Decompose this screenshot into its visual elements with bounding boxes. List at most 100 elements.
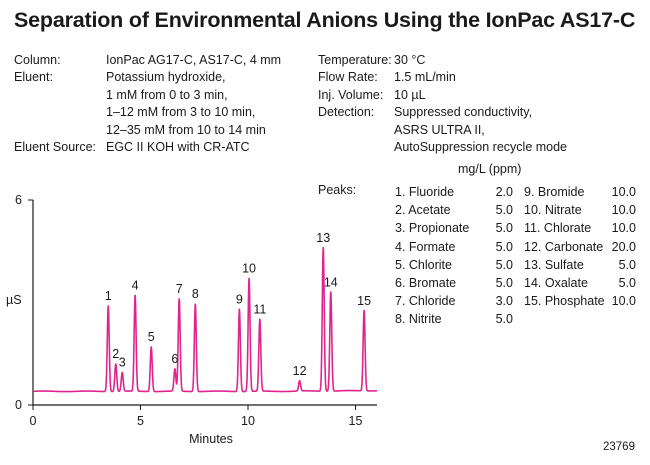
peak-list-right: 9. Bromide 10.0 10. Nitrate 10.0 11. Chlorat… [524, 183, 636, 310]
peak-concentration: 10.0 [611, 185, 636, 199]
peak-name: 7. Chloride [395, 294, 456, 309]
peak-list-item: 1. Fluoride 2.0 [395, 183, 513, 201]
peak-apex [238, 308, 241, 311]
peak-concentration: 5.0 [618, 276, 636, 291]
condition-label: Eluent Source: [14, 140, 96, 155]
peak-concentration: 5.0 [618, 257, 636, 272]
peak-label: 5 [148, 330, 155, 344]
peak-name: 8. Nitrite [395, 312, 442, 327]
condition-row: Eluent Source: EGC II KOH with CR-ATC [14, 139, 281, 156]
peak-apex [114, 363, 117, 365]
condition-row: AutoSuppression recycle mode [318, 139, 567, 156]
conditions-left: Column: IonPac AG17-C, AS17-C, 4 mm Eluent… [14, 52, 281, 156]
peak-concentration: 5.0 [495, 276, 513, 291]
peak-name: 1. Fluoride [395, 185, 455, 199]
condition-row: 1–12 mM from 3 to 10 min, [14, 104, 281, 121]
condition-value: IonPac AG17-C, AS17-C, 4 mm [106, 53, 282, 67]
x-tick-label: 15 [349, 414, 363, 428]
peak-label: 12 [293, 364, 307, 378]
peak-concentration: 5.0 [495, 312, 513, 327]
peak-list-item: 7. Chloride 3.0 [395, 292, 513, 310]
peak-apex [248, 277, 250, 280]
peak-list-item: 15. Phosphate 10.0 [524, 292, 636, 310]
peak-list-item: 12. Carbonate 20.0 [524, 238, 636, 256]
condition-row: Column: IonPac AG17-C, AS17-C, 4 mm [14, 52, 281, 69]
peak-concentration: 10.0 [611, 221, 636, 236]
peak-apex [259, 318, 261, 321]
peak-list-item: 2. Acetate 5.0 [395, 201, 513, 219]
peak-list-item: 4. Formate 5.0 [395, 238, 513, 256]
peak-apex [134, 294, 136, 297]
peak-label: 2 [112, 347, 119, 361]
peak-name: 12. Carbonate [524, 239, 604, 254]
peak-label: 9 [236, 292, 243, 306]
peak-label: 13 [316, 231, 330, 245]
chart-title: Separation of Environmental Anions Using… [14, 8, 636, 32]
condition-row: Eluent: Potassium hydroxide, [14, 69, 281, 86]
peak-list-item: 11. Chlorate 10.0 [524, 219, 636, 237]
peak-label: 15 [357, 294, 371, 308]
peak-name: 13. Sulfate [524, 257, 584, 272]
condition-value: ASRS ULTRA II, [394, 122, 485, 137]
peak-name: 2. Acetate [395, 203, 451, 218]
peak-list-item: 14. Oxalate 5.0 [524, 274, 636, 292]
condition-row: Detection: Suppressed conductivity, [318, 104, 567, 121]
peak-label: 7 [176, 282, 183, 296]
peak-label: 6 [171, 352, 178, 366]
x-tick-label: 10 [241, 414, 255, 428]
peak-apex [174, 368, 176, 370]
condition-value: 1 mM from 0 to 3 min, [106, 87, 228, 102]
peak-name: 11. Chlorate [524, 221, 592, 236]
condition-row: Flow Rate: 1.5 mL/min [318, 69, 567, 86]
condition-value: 10 µL [394, 87, 426, 102]
peak-name: 9. Bromide [524, 185, 585, 199]
peak-label: 3 [119, 356, 126, 370]
condition-value: Suppressed conductivity, [394, 105, 533, 120]
figure-number: 23769 [603, 441, 635, 453]
peak-apex [194, 303, 197, 306]
peak-apex [329, 291, 332, 294]
y-tick-label: 0 [15, 398, 22, 412]
condition-label: Temperature: [318, 53, 392, 67]
peak-name: 15. Phosphate [524, 294, 605, 309]
peak-apex [322, 247, 325, 249]
peak-concentration: 10.0 [611, 294, 636, 309]
condition-row: 1 mM from 0 to 3 min, [14, 87, 281, 104]
peak-list-item: 8. Nitrite 5.0 [395, 310, 513, 328]
signal-trace [32, 246, 378, 393]
peak-apex [363, 310, 365, 312]
peak-name: 10. Nitrate [524, 203, 582, 218]
condition-value: EGC II KOH with CR-ATC [106, 140, 250, 155]
peak-concentration: 3.0 [495, 294, 513, 309]
peak-apex [107, 305, 110, 307]
peak-apex [121, 371, 124, 374]
peak-apex [298, 380, 301, 382]
x-tick-label: 5 [137, 414, 144, 428]
y-axis-label: µS [6, 293, 22, 307]
condition-value: Potassium hydroxide, [106, 70, 226, 85]
x-tick-label: 0 [30, 414, 37, 428]
peak-label: 1 [105, 289, 112, 303]
peak-list-item: 13. Sulfate 5.0 [524, 256, 636, 274]
peak-list-left: 1. Fluoride 2.0 2. Acetate 5.0 3. Propionate… [395, 183, 513, 329]
peak-apex [150, 346, 153, 348]
condition-label: Flow Rate: [318, 70, 378, 85]
condition-row: 12–35 mM from 10 to 14 min [14, 122, 281, 139]
peak-list-item: 6. Bromate 5.0 [395, 274, 513, 292]
peak-label: 14 [324, 275, 338, 289]
peak-list-item: 3. Propionate 5.0 [395, 219, 513, 237]
condition-value: 12–35 mM from 10 to 14 min [106, 122, 266, 137]
peak-concentration: 5.0 [495, 203, 513, 218]
peak-label: 8 [192, 287, 199, 301]
peak-concentration: 2.0 [495, 185, 513, 199]
peaks-header: Peaks: [318, 183, 357, 197]
peak-list-item: 10. Nitrate 10.0 [524, 201, 636, 219]
peak-apex [178, 298, 180, 300]
peaks-units: mg/L (ppm) [458, 162, 522, 176]
peak-concentration: 20.0 [611, 239, 636, 254]
peak-concentration: 10.0 [611, 203, 636, 218]
peak-concentration: 5.0 [495, 221, 513, 236]
y-tick-label: 6 [15, 193, 22, 207]
peak-list-item: 5. Chlorite 5.0 [395, 256, 513, 274]
